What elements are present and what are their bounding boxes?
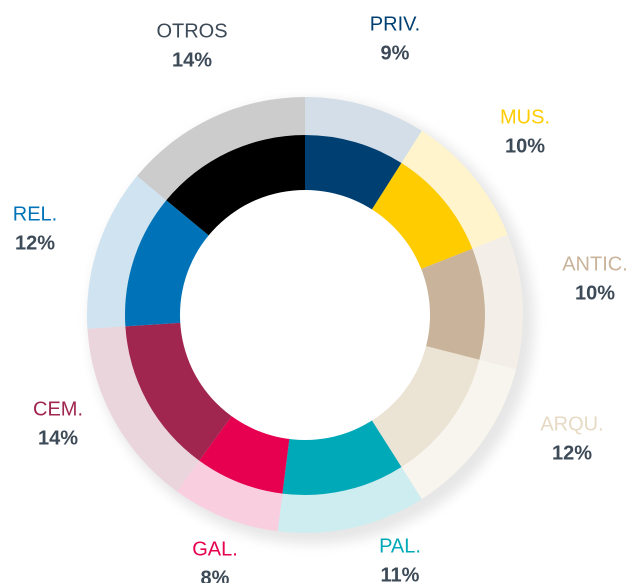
outer-segment [401, 130, 508, 249]
segment [124, 200, 210, 327]
labels: PRIV. 9% MUS. 10% ANTIC. 10% ARQU. 12% PAL. 11% GA… [13, 13, 628, 583]
donut [87, 97, 523, 533]
category-label: CEM. [33, 398, 83, 420]
outer-segment [472, 234, 523, 370]
outer-segment [87, 176, 167, 329]
category-label: MUS. [500, 106, 550, 128]
donut-hole [180, 190, 430, 440]
value-label: 9% [381, 42, 410, 64]
segment [305, 135, 402, 211]
category-label: REL. [13, 203, 57, 225]
category-label: GAL. [192, 538, 238, 560]
segment [371, 345, 480, 467]
value-label: 10% [575, 282, 615, 304]
value-label: 10% [505, 135, 545, 157]
outer-segment [87, 326, 200, 492]
segment [166, 135, 305, 236]
outer-segment [305, 97, 422, 164]
category-label: PAL. [379, 535, 421, 557]
segment [282, 419, 402, 496]
category-label: ANTIC. [562, 253, 628, 275]
outer-segment [277, 466, 422, 533]
value-label: 12% [552, 442, 592, 464]
value-label: 14% [38, 427, 78, 449]
category-label: ARQU. [540, 413, 603, 435]
category-label: OTROS [156, 20, 227, 42]
value-label: 12% [15, 232, 55, 254]
segment [199, 415, 290, 494]
outer-segment [176, 460, 283, 532]
outer-segment [137, 97, 305, 201]
value-label: 11% [381, 564, 420, 583]
value-label: 14% [172, 49, 212, 71]
segment [125, 322, 233, 461]
segment [371, 163, 473, 270]
outer-segment [401, 359, 517, 500]
value-label: 8% [201, 567, 230, 583]
category-label: PRIV. [370, 13, 420, 35]
segment [420, 248, 485, 360]
